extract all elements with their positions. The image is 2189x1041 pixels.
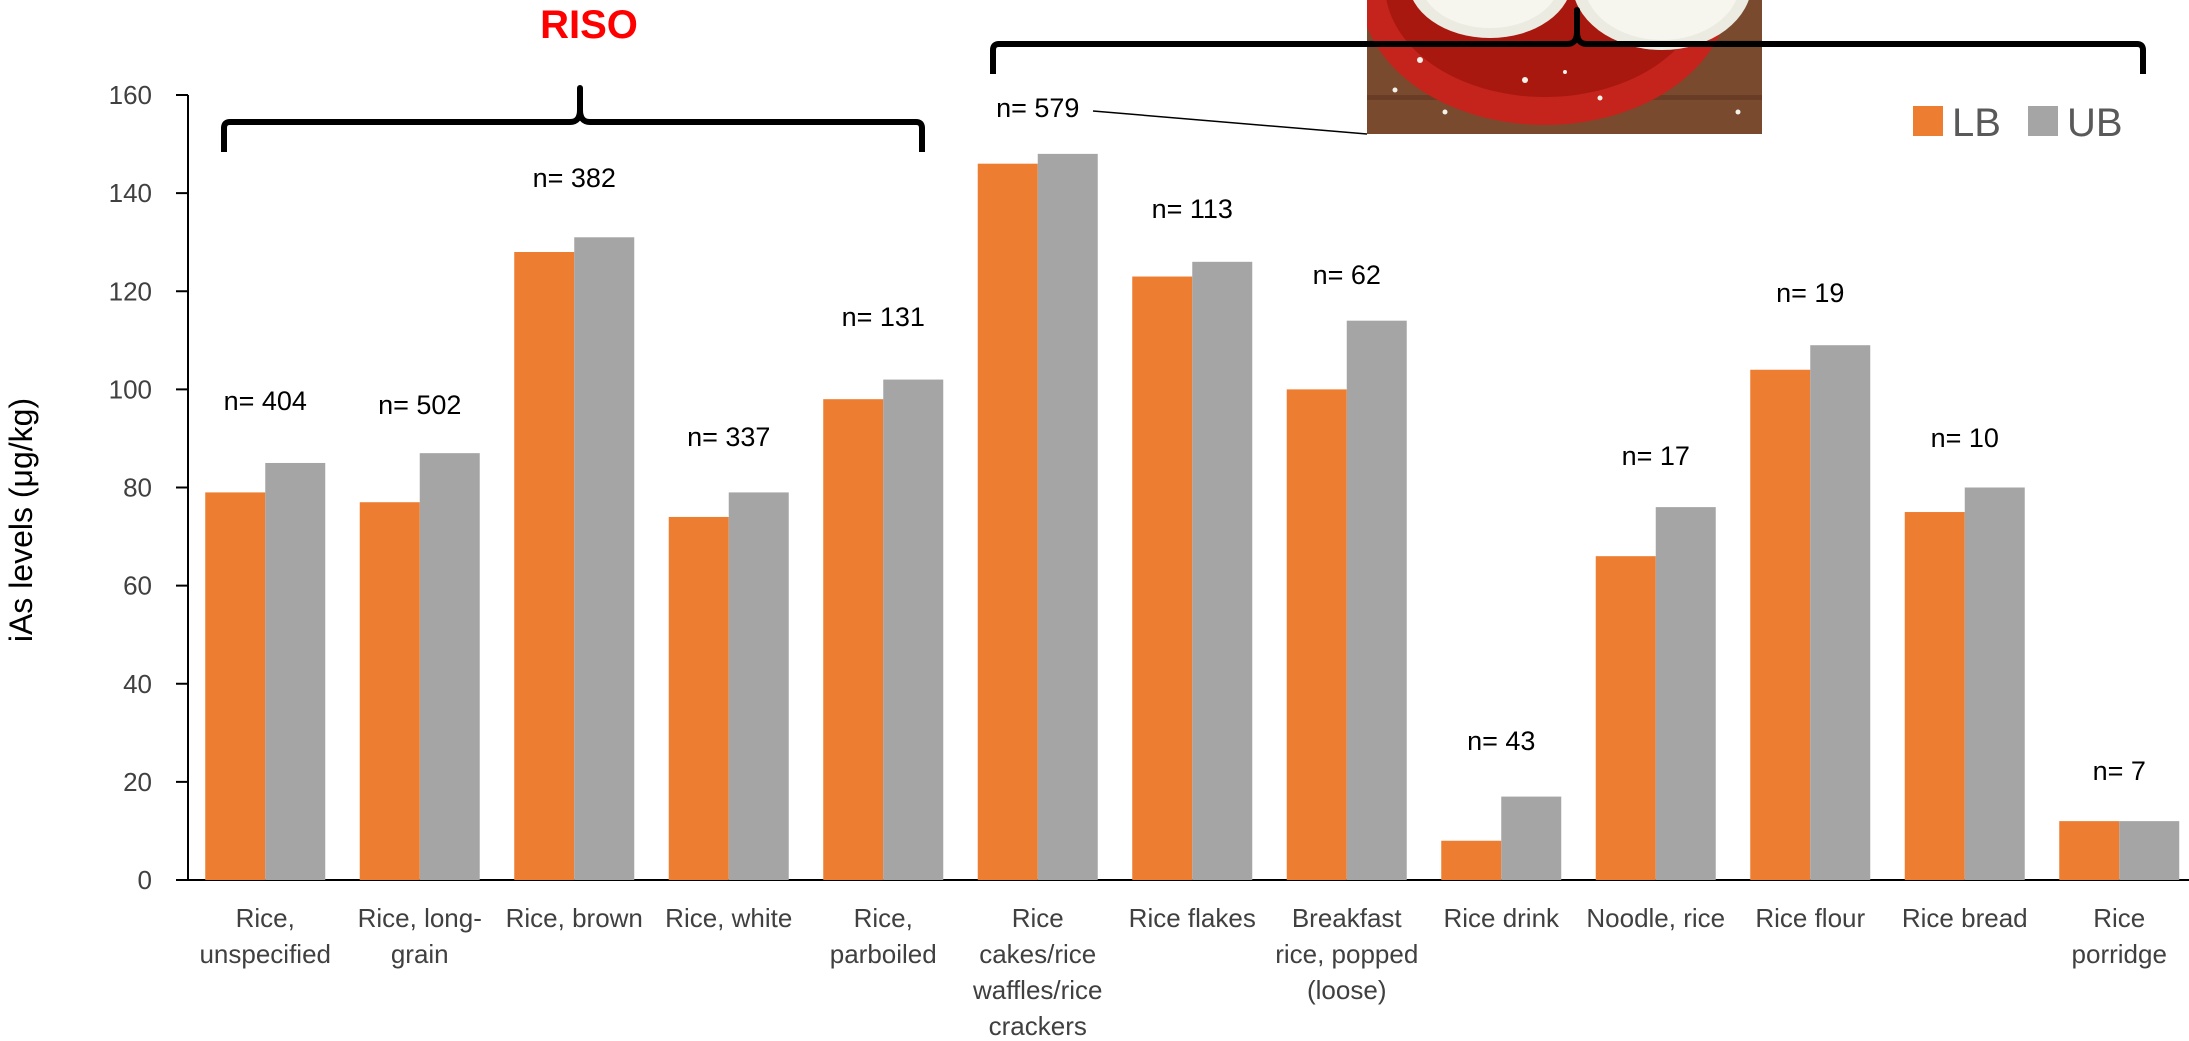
bar-lb [1595,556,1656,880]
category-label: Breakfast rice, popped (loose) [1275,903,1418,1005]
callout-line [1092,110,1368,135]
bar-ub [1037,153,1098,880]
category-label: Noodle, rice [1586,903,1725,933]
n-label: n= 337 [687,422,770,452]
bar-lb [205,492,266,880]
bar-lb [1286,389,1347,880]
bar-ub [265,462,326,880]
category-label: Rice cakes/rice waffles/rice crackers [972,903,1103,1041]
bar-ub [1501,796,1562,880]
n-label: n= 7 [2093,756,2146,786]
bar-lb [1441,840,1502,880]
rice-cakes-photo [1367,0,1762,134]
y-axis-label: iAs levels (μg/kg) [3,398,39,642]
bar-ub [1655,507,1716,880]
bar-ub [574,237,635,880]
bar-lb [823,399,884,880]
category-label: Rice bread [1902,903,2028,933]
category-label: Rice, white [665,903,792,933]
bar-ub [1964,487,2025,880]
bar-lb [1750,369,1811,880]
bar-lb [514,252,575,880]
legend-label-ub: UB [2067,101,2123,145]
category-label: Rice, brown [506,903,643,933]
y-tick-label: 140 [109,178,152,208]
bar-ub [1192,261,1253,880]
y-tick-label: 60 [123,571,152,601]
n-label: n= 43 [1467,726,1535,756]
n-label: n= 17 [1622,441,1690,471]
n-label: n= 502 [378,390,461,420]
y-tick-label: 0 [138,865,152,895]
legend-swatch-lb [1913,106,1943,136]
category-label: Rice, unspecified [199,903,331,969]
n-label: n= 404 [224,386,307,416]
category-labels: Rice, unspecified Rice, long-grain Rice, br… [199,903,2166,1041]
riso-bracket [221,85,925,152]
bar-ub [419,453,480,880]
category-label: Rice, long-grain [358,903,482,969]
y-tick-label: 160 [109,80,152,110]
category-label: Rice, parboiled [830,903,937,969]
n-labels: n= 404 n= 502 n= 382 n= 337 n= 131 n= 579 n= 1… [224,93,2146,786]
category-label: Rice drink [1443,903,1560,933]
n-label: n= 579 [996,93,1079,123]
legend-swatch-ub [2028,106,2058,136]
y-tick-label: 100 [109,374,152,404]
bar-ub [1346,320,1407,880]
n-label: n= 10 [1931,423,1999,453]
bar-lb [2059,821,2120,880]
bar-ub [728,492,789,880]
products-bracket [990,7,2146,74]
y-tick-label: 40 [123,669,152,699]
y-tick-label: 20 [123,767,152,797]
n-label: n= 131 [842,302,925,332]
bar-lb [1132,276,1193,880]
bars [205,153,2180,880]
bar-lb [1904,512,1965,880]
n-label: n= 62 [1313,260,1381,290]
bar-lb [668,516,729,880]
riso-label: RISO [540,3,638,47]
bar-lb [359,502,420,880]
category-label: Rice porridge [2072,903,2167,969]
category-label: Rice flakes [1129,903,1256,933]
category-label: Rice flour [1755,903,1865,933]
bar-ub [883,379,944,880]
n-label: n= 382 [533,163,616,193]
n-label: n= 19 [1776,278,1844,308]
bar-ub [1810,345,1871,880]
y-tick-label: 120 [109,276,152,306]
legend-label-lb: LB [1952,101,2001,145]
y-tick-label: 80 [123,473,152,503]
bar-lb [977,163,1038,880]
legend: LB UB [1913,101,2123,145]
y-ticks: 0 20 40 60 80 100 120 140 160 [109,80,188,895]
bar-ub [2119,821,2180,880]
n-label: n= 113 [1152,194,1233,224]
